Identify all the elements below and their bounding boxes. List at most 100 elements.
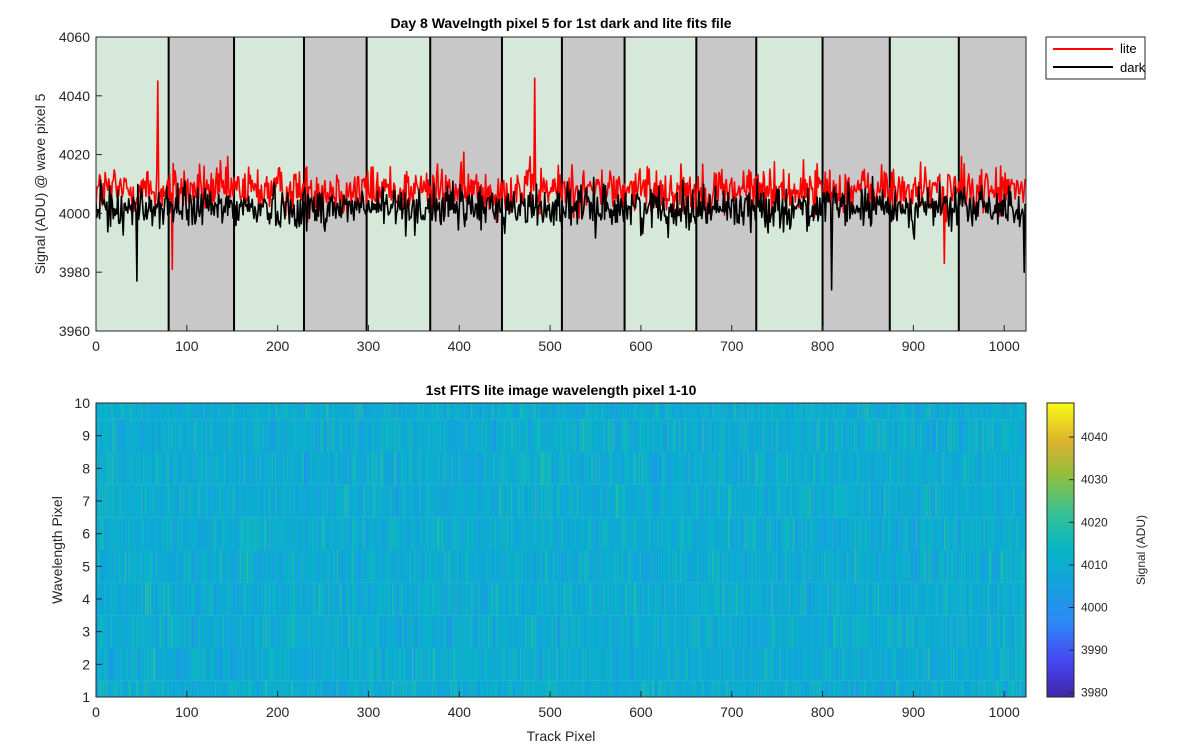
heat-cell	[497, 680, 499, 697]
heat-cell	[292, 582, 294, 616]
heat-cell	[402, 680, 405, 697]
heat-cell	[955, 680, 957, 697]
heat-cell	[420, 680, 422, 697]
heat-cell	[808, 582, 811, 616]
heat-cell	[958, 680, 961, 697]
heat-cell	[633, 582, 635, 616]
heat-cell	[382, 582, 384, 616]
heat-cell	[336, 615, 338, 648]
heat-cell	[563, 582, 566, 616]
heat-cell	[848, 680, 851, 697]
heat-cell	[133, 648, 135, 681]
heat-cell	[149, 680, 151, 697]
heat-cell	[629, 648, 631, 681]
heat-cell	[275, 582, 278, 616]
heat-cell	[544, 615, 546, 648]
heat-cell	[551, 615, 554, 648]
heat-cell	[147, 582, 150, 616]
heat-cell	[166, 582, 169, 616]
heat-cell	[925, 648, 927, 681]
heat-cell	[627, 582, 629, 616]
heat-cell	[769, 615, 772, 648]
heat-cell	[405, 648, 408, 681]
heat-cell	[183, 648, 185, 681]
heat-cell	[201, 680, 203, 697]
heat-cell	[916, 582, 918, 616]
heat-cell	[137, 582, 140, 616]
heat-cell	[530, 582, 532, 616]
heat-cell	[739, 648, 741, 681]
heat-cell	[944, 648, 946, 681]
heat-cell	[949, 615, 952, 648]
heat-cell	[279, 615, 281, 648]
heat-cell	[823, 615, 825, 648]
heat-cell	[647, 582, 649, 616]
heat-cell	[590, 615, 593, 648]
heat-cell	[917, 648, 919, 681]
heat-cell	[767, 615, 769, 648]
heat-cell	[292, 615, 294, 648]
heat-cell	[1016, 680, 1019, 697]
heat-cell	[219, 615, 221, 648]
heat-cell	[809, 550, 812, 583]
heat-cell	[746, 648, 748, 681]
heat-cell	[659, 550, 661, 583]
heat-cell	[505, 615, 507, 648]
heat-cell	[673, 680, 675, 697]
heat-cell	[229, 648, 231, 681]
heat-cell	[461, 582, 463, 616]
heat-cell	[326, 582, 328, 616]
heat-cell	[714, 582, 716, 616]
heat-cell	[775, 680, 777, 697]
heat-cell	[344, 550, 347, 583]
heat-cell	[513, 615, 516, 648]
heat-cell	[986, 615, 989, 648]
heat-cell	[747, 550, 749, 583]
heat-cell	[903, 615, 905, 648]
heat-cell	[363, 680, 365, 697]
heat-cell	[536, 615, 538, 648]
heat-cell	[132, 582, 134, 616]
heat-cell	[1024, 648, 1026, 681]
heat-cell	[135, 550, 138, 583]
heat-cell	[726, 582, 728, 616]
heat-cell	[717, 615, 719, 648]
heat-cell	[706, 550, 708, 583]
heat-cell	[409, 648, 411, 681]
heat-cell	[462, 648, 465, 681]
heat-cell	[527, 615, 529, 648]
heat-cell	[145, 648, 148, 681]
heat-cell	[378, 550, 380, 583]
heat-cell	[195, 615, 198, 648]
heat-cell	[739, 648, 742, 681]
heat-cell	[260, 648, 262, 681]
heat-cell	[903, 680, 905, 697]
heat-cell	[766, 615, 768, 648]
heat-cell	[948, 615, 951, 648]
heat-cell	[182, 582, 184, 616]
heat-cell	[264, 582, 267, 616]
heat-cell	[183, 550, 185, 583]
heat-cell	[363, 550, 366, 583]
heat-cell	[833, 648, 835, 681]
heat-cell	[446, 615, 448, 648]
heat-cell	[788, 680, 791, 697]
heat-cell	[898, 680, 901, 697]
heat-cell	[836, 680, 838, 697]
heat-cell	[194, 582, 196, 616]
heat-cell	[187, 648, 190, 681]
heat-cell	[268, 550, 270, 583]
heat-cell	[801, 615, 803, 648]
heat-cell	[496, 582, 498, 616]
heat-cell	[217, 550, 220, 583]
heat-cell	[580, 582, 582, 616]
heat-cell	[161, 680, 163, 697]
heat-cell	[445, 550, 447, 583]
heat-cell	[755, 550, 757, 583]
heat-cell	[299, 582, 301, 616]
heat-cell	[592, 550, 595, 583]
heat-cell	[822, 648, 824, 681]
heat-cell	[105, 680, 107, 697]
heat-cell	[802, 648, 804, 681]
heat-cell	[671, 680, 674, 697]
